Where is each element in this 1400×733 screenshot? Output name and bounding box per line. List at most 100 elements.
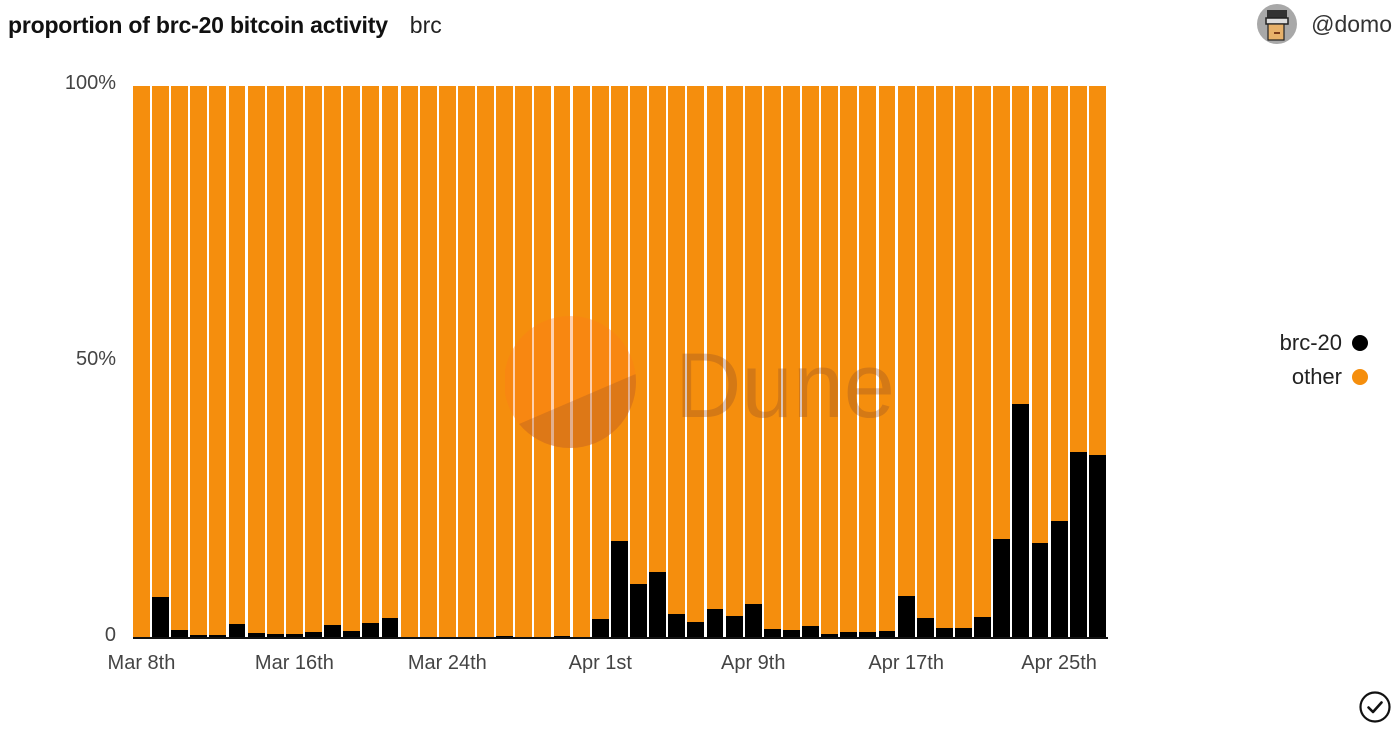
bar-segment-brc20	[1012, 403, 1030, 638]
bar-mar-10[interactable]	[171, 86, 189, 638]
bar-apr-23[interactable]	[1012, 86, 1030, 638]
bar-mar-24[interactable]	[438, 86, 456, 638]
legend-label-brc20: brc-20	[1279, 330, 1342, 355]
bar-mar-27[interactable]	[496, 86, 514, 638]
bar-segment-brc20	[343, 630, 361, 638]
bar-segment-brc20	[305, 631, 322, 638]
bar-segment-brc20	[591, 619, 609, 638]
bar-apr-6[interactable]	[687, 86, 705, 638]
bar-apr-7[interactable]	[706, 86, 724, 638]
check-circle-icon[interactable]	[1358, 690, 1392, 724]
bar-segment-other	[553, 86, 571, 637]
bar-segment-other	[152, 86, 170, 598]
bar-mar-12[interactable]	[209, 86, 227, 638]
legend-dot-icon	[1352, 335, 1368, 351]
bar-apr-14[interactable]	[840, 86, 858, 638]
bar-apr-27[interactable]	[1088, 86, 1106, 638]
bar-apr-16[interactable]	[878, 86, 896, 638]
bar-segment-brc20	[285, 634, 303, 638]
bar-mar-9[interactable]	[152, 86, 170, 638]
bar-apr-26[interactable]	[1069, 86, 1087, 638]
bar-segment-other	[458, 86, 475, 638]
legend-item-brc20[interactable]: brc-20	[1280, 330, 1368, 356]
bar-mar-16[interactable]	[285, 86, 303, 638]
chart-header: proportion of brc-20 bitcoin activity br…	[8, 8, 442, 42]
bar-segment-other	[687, 86, 705, 622]
bar-mar-31[interactable]	[572, 86, 590, 638]
bar-mar-20[interactable]	[362, 86, 380, 638]
bar-apr-21[interactable]	[974, 86, 992, 638]
bar-apr-22[interactable]	[993, 86, 1011, 638]
bar-segment-other	[496, 86, 514, 637]
bar-mar-19[interactable]	[343, 86, 361, 638]
bar-mar-30[interactable]	[553, 86, 571, 638]
bar-mar-22[interactable]	[400, 86, 418, 638]
bar-segment-other	[324, 86, 342, 625]
bar-segment-other	[381, 86, 399, 619]
bar-segment-brc20	[916, 618, 934, 638]
bar-mar-18[interactable]	[324, 86, 342, 638]
bar-segment-other	[763, 86, 781, 630]
bar-apr-17[interactable]	[897, 86, 915, 638]
bar-apr-13[interactable]	[821, 86, 839, 638]
bar-apr-12[interactable]	[802, 86, 820, 638]
bar-segment-other	[744, 86, 762, 604]
author-name[interactable]: @domo	[1311, 10, 1392, 37]
avatar-pixel-icon	[1265, 10, 1289, 41]
bar-apr-9[interactable]	[744, 86, 762, 638]
bar-mar-21[interactable]	[381, 86, 399, 638]
bar-apr-5[interactable]	[668, 86, 686, 638]
bar-mar-8[interactable]	[133, 86, 150, 638]
x-axis-line	[133, 637, 1108, 639]
bar-apr-8[interactable]	[725, 86, 743, 638]
bar-mar-23[interactable]	[419, 86, 437, 638]
x-tick-label: Apr 1st	[568, 652, 632, 674]
x-tick-label: Apr 25th	[1021, 652, 1097, 674]
bar-apr-20[interactable]	[955, 86, 972, 638]
bar-apr-11[interactable]	[783, 86, 800, 638]
bar-segment-brc20	[706, 608, 724, 638]
bar-segment-brc20	[974, 617, 992, 638]
bar-mar-17[interactable]	[305, 86, 322, 638]
bar-segment-brc20	[1031, 543, 1049, 638]
bar-segment-other	[343, 86, 361, 631]
bar-apr-1[interactable]	[591, 86, 609, 638]
avatar[interactable]	[1257, 4, 1298, 44]
bar-segment-other	[783, 86, 800, 631]
bar-segment-brc20	[649, 571, 667, 638]
author-badge[interactable]: @domo	[1257, 4, 1392, 44]
bar-segment-brc20	[821, 634, 839, 638]
bar-apr-24[interactable]	[1031, 86, 1049, 638]
bar-segment-brc20	[1069, 451, 1087, 638]
bar-mar-15[interactable]	[266, 86, 284, 638]
bar-segment-brc20	[763, 629, 781, 638]
x-tick-label: Apr 9th	[720, 652, 786, 674]
bar-apr-2[interactable]	[610, 86, 628, 638]
bar-apr-15[interactable]	[859, 86, 877, 638]
bar-segment-brc20	[955, 628, 972, 638]
legend-item-other[interactable]: other	[1292, 364, 1368, 390]
bar-mar-25[interactable]	[458, 86, 475, 638]
bar-mar-13[interactable]	[228, 86, 246, 638]
bar-mar-29[interactable]	[534, 86, 552, 638]
bar-apr-25[interactable]	[1050, 86, 1068, 638]
bar-mar-28[interactable]	[515, 86, 533, 638]
bar-mar-14[interactable]	[247, 86, 265, 638]
bar-segment-brc20	[859, 632, 877, 638]
bar-segment-brc20	[840, 632, 858, 638]
bar-segment-other	[1012, 86, 1030, 404]
bar-segment-other	[1069, 86, 1087, 452]
bar-apr-4[interactable]	[649, 86, 667, 638]
bar-apr-19[interactable]	[935, 86, 953, 638]
bar-segment-other	[1031, 86, 1049, 544]
bar-segment-other	[133, 86, 150, 638]
bar-segment-other	[171, 86, 189, 631]
bar-apr-10[interactable]	[763, 86, 781, 638]
bar-mar-11[interactable]	[190, 86, 208, 638]
bar-segment-other	[534, 86, 552, 637]
bar-segment-other	[974, 86, 992, 618]
bar-apr-3[interactable]	[630, 86, 647, 638]
bar-segment-other	[725, 86, 743, 616]
bar-apr-18[interactable]	[916, 86, 934, 638]
bar-mar-26[interactable]	[477, 86, 495, 638]
